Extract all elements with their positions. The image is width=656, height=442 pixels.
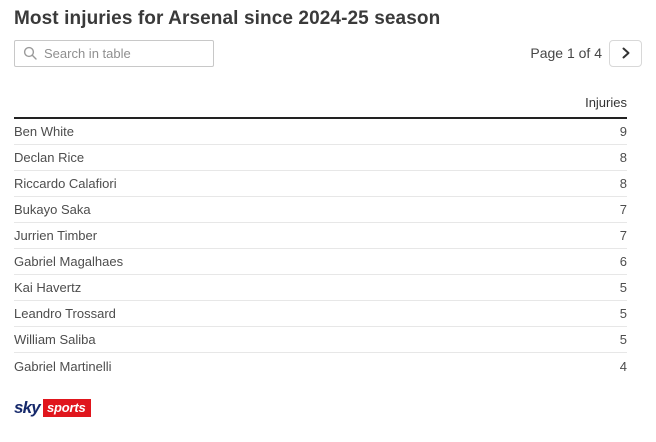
table-toolbar: Page 1 of 4 — [14, 39, 642, 67]
page-title: Most injuries for Arsenal since 2024-25 … — [14, 8, 441, 29]
table-header-row: Injuries — [14, 93, 627, 119]
table-row: Ben White 9 — [14, 119, 627, 145]
injury-count-cell: 6 — [619, 254, 627, 269]
player-name-cell: Bukayo Saka — [14, 202, 91, 217]
injury-count-cell: 7 — [619, 228, 627, 243]
sky-wordmark: sky — [14, 398, 41, 417]
player-name-cell: Declan Rice — [14, 150, 85, 165]
table-row: William Saliba 5 — [14, 327, 627, 353]
pagination-label: Page 1 of 4 — [530, 45, 602, 61]
injury-count-cell: 8 — [619, 176, 627, 191]
table-row: Gabriel Martinelli 4 — [14, 353, 627, 379]
table-body: Ben White 9 Declan Rice 8 Riccardo Calaf… — [14, 119, 627, 379]
player-name-cell: William Saliba — [14, 332, 96, 347]
next-page-button[interactable] — [609, 39, 642, 67]
table-row: Kai Havertz 5 — [14, 275, 627, 301]
table-row: Gabriel Magalhaes 6 — [14, 249, 627, 275]
table-row: Riccardo Calafiori 8 — [14, 171, 627, 197]
injury-count-cell: 5 — [619, 280, 627, 295]
table-row: Bukayo Saka 7 — [14, 197, 627, 223]
player-name-cell: Riccardo Calafiori — [14, 176, 117, 191]
sky-sports-logo: sky sports — [14, 399, 642, 417]
injury-count-cell: 4 — [619, 358, 627, 374]
injury-count-cell: 7 — [619, 202, 627, 217]
table-row: Leandro Trossard 5 — [14, 301, 627, 327]
search-icon — [23, 46, 37, 60]
player-name-cell: Kai Havertz — [14, 280, 82, 295]
injury-count-cell: 5 — [619, 306, 627, 321]
search-input[interactable] — [44, 45, 205, 61]
player-name-cell: Gabriel Martinelli — [14, 358, 112, 374]
player-name-cell: Gabriel Magalhaes — [14, 254, 124, 269]
pagination: Page 1 of 4 — [530, 39, 642, 67]
injury-count-cell: 5 — [619, 332, 627, 347]
table-row: Declan Rice 8 — [14, 145, 627, 171]
column-header-injuries: Injuries — [585, 95, 627, 110]
chevron-right-icon — [622, 47, 629, 59]
injury-count-cell: 8 — [619, 150, 627, 165]
table-row: Jurrien Timber 7 — [14, 223, 627, 249]
sports-wordmark: sports — [42, 399, 91, 417]
player-name-cell: Jurrien Timber — [14, 228, 98, 243]
player-name-cell: Ben White — [14, 124, 74, 139]
injury-count-cell: 9 — [619, 124, 627, 139]
search-box[interactable] — [14, 39, 214, 67]
injuries-table: Injuries Ben White 9 Declan Rice 8 Ricca… — [14, 93, 627, 379]
player-name-cell: Leandro Trossard — [14, 306, 116, 321]
